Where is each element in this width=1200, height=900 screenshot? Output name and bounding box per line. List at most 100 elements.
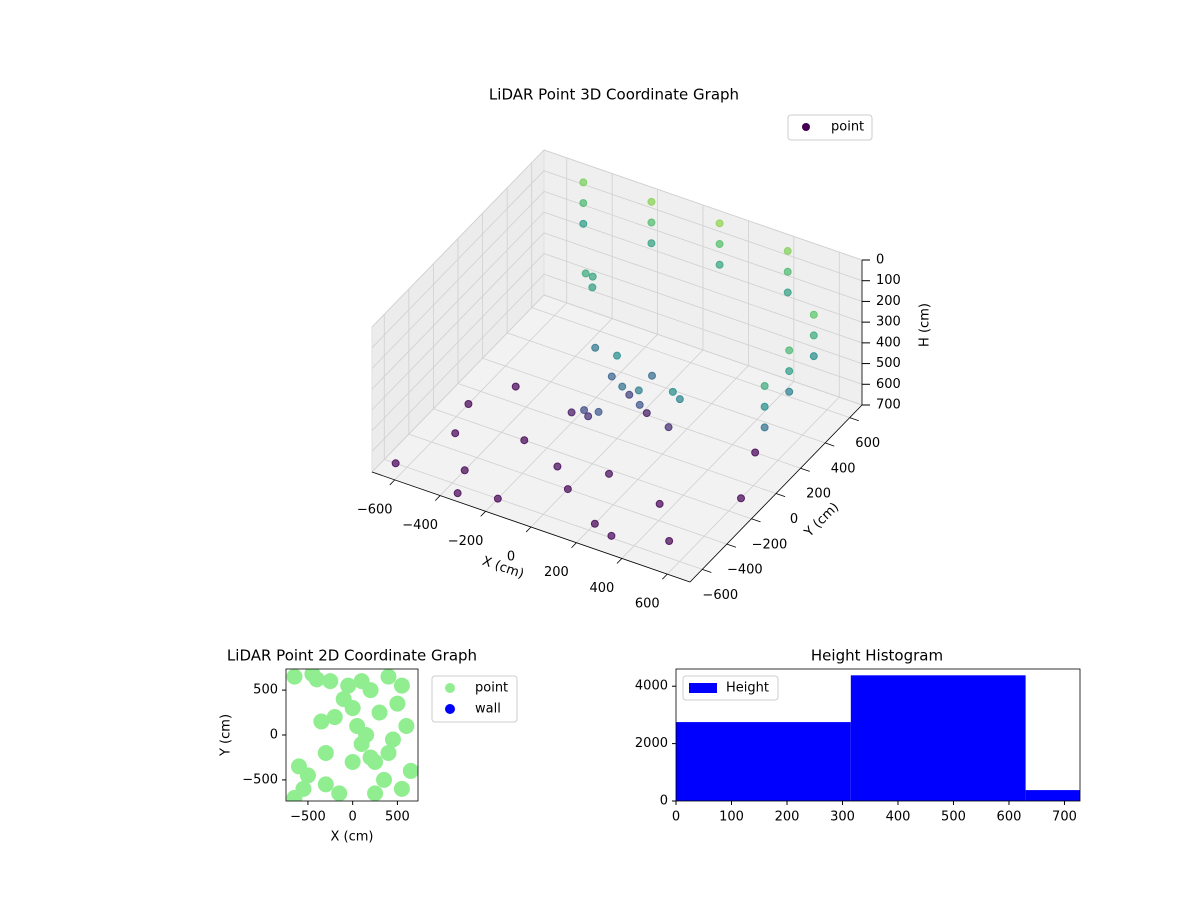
point	[605, 469, 613, 478]
point	[353, 673, 370, 690]
chart-title: Height Histogram	[811, 647, 943, 665]
point	[715, 219, 724, 228]
x-tick-label: −600	[357, 502, 393, 517]
point	[299, 767, 316, 784]
legend-marker	[445, 704, 455, 714]
y-tick-label: 4000	[635, 679, 668, 694]
grid-line	[507, 332, 826, 444]
point	[809, 310, 818, 319]
point	[785, 387, 794, 396]
x-axis-label: X (cm)	[331, 830, 374, 845]
y-tick-label: −500	[242, 772, 278, 787]
x-tick-label: 500	[941, 810, 966, 825]
z-tick-label: 500	[876, 356, 901, 371]
point	[634, 386, 643, 395]
y-tick-label: 600	[855, 436, 880, 451]
point	[588, 283, 597, 292]
tick-mark	[825, 442, 835, 447]
grid-line	[543, 253, 863, 364]
point	[567, 408, 576, 417]
point	[580, 406, 589, 415]
point	[809, 352, 818, 361]
x-tick-label: 700	[1052, 810, 1077, 825]
point	[520, 436, 529, 445]
legend-label: point	[475, 681, 508, 696]
point	[453, 489, 462, 498]
point	[675, 395, 684, 404]
point	[785, 346, 794, 355]
x-tick-label: 200	[544, 565, 569, 580]
point	[313, 713, 330, 730]
tick-mark	[662, 573, 668, 580]
x-tick-label: 600	[635, 597, 660, 612]
z-tick-label: 100	[876, 273, 901, 288]
grid-line	[543, 273, 863, 385]
y-tick-label: 0	[270, 728, 278, 743]
legend-label: point	[831, 120, 864, 135]
point	[635, 400, 644, 409]
point	[579, 178, 588, 187]
x-tick-label: 300	[830, 810, 855, 825]
tick-mark	[389, 479, 396, 486]
y-tick-label: −600	[702, 588, 738, 603]
x-tick-label: 600	[997, 810, 1022, 825]
z-tick-label: 600	[876, 377, 901, 392]
x-tick-label: 500	[385, 810, 410, 825]
x-tick-label: 200	[775, 810, 800, 825]
tick-mark	[800, 467, 810, 472]
point	[648, 371, 656, 380]
point	[362, 749, 379, 766]
point	[579, 199, 588, 208]
tick-mark	[616, 558, 623, 564]
point	[584, 412, 593, 421]
y-axis-label: Y (cm)	[801, 500, 842, 541]
point	[655, 499, 664, 508]
point	[665, 537, 674, 545]
point	[647, 197, 656, 206]
plot-area	[286, 669, 418, 801]
chart-title: LiDAR Point 2D Coordinate Graph	[227, 647, 477, 665]
z-tick-label: 0	[876, 253, 884, 268]
grid-line	[371, 170, 545, 348]
legend-label: wall	[475, 702, 501, 717]
point	[607, 372, 616, 381]
x-tick-label: 0	[507, 550, 515, 565]
y-tick-label: 500	[253, 683, 278, 698]
point	[613, 351, 621, 360]
point	[642, 409, 651, 418]
point	[371, 704, 388, 721]
point	[344, 753, 361, 770]
point	[340, 677, 357, 694]
bar	[676, 722, 851, 801]
point	[464, 400, 473, 408]
y-axis-label: Y (cm)	[219, 714, 234, 757]
point	[783, 247, 792, 256]
point	[398, 718, 415, 735]
point	[783, 267, 792, 276]
legend-marker	[802, 123, 810, 131]
point	[664, 423, 673, 432]
tick-mark	[434, 495, 441, 501]
z-axis-label: H (cm)	[918, 303, 933, 347]
point	[668, 387, 677, 396]
point	[317, 744, 334, 761]
x-tick-label: −400	[402, 518, 438, 533]
y-tick-label: −400	[727, 563, 763, 578]
z-tick-label: 300	[876, 315, 901, 330]
point	[389, 695, 406, 712]
tick-mark	[702, 568, 712, 573]
grid-line	[543, 191, 863, 302]
tick-mark	[571, 542, 577, 549]
grid-line	[371, 294, 545, 473]
point	[286, 789, 303, 801]
point	[760, 402, 769, 411]
point	[451, 429, 460, 438]
point	[647, 218, 656, 227]
point	[384, 731, 401, 748]
point	[391, 459, 400, 468]
grid-line	[433, 408, 752, 520]
point	[460, 466, 469, 475]
tick-mark	[849, 417, 859, 422]
point	[591, 343, 600, 352]
